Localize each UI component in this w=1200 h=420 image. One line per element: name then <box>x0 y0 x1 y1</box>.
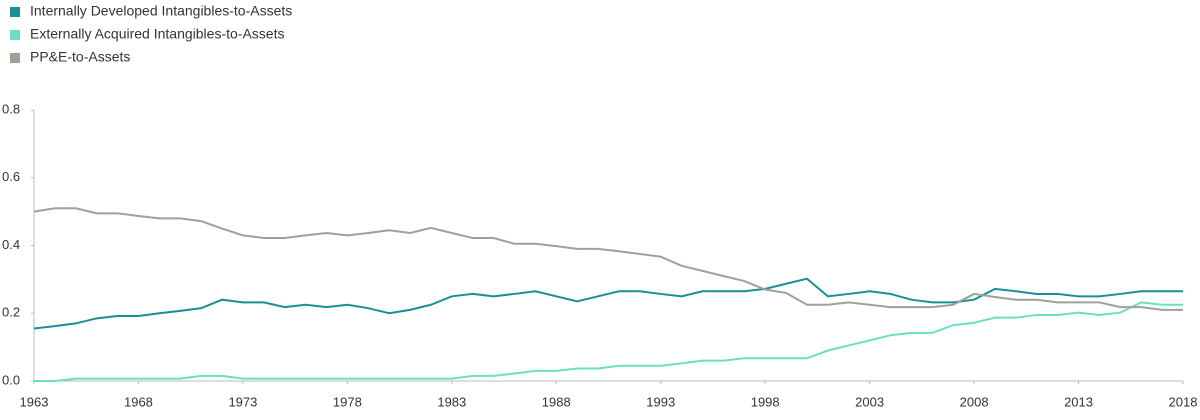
series-line <box>34 301 1183 382</box>
series-line <box>33 277 1183 330</box>
series-line <box>33 207 1183 311</box>
x-tick-label: 1988 <box>542 394 571 409</box>
legend-swatch <box>10 53 20 63</box>
x-tick-label: 1983 <box>437 394 466 409</box>
x-tick-label: 2013 <box>1064 394 1093 409</box>
x-tick-label: 1998 <box>751 394 780 409</box>
y-tick-label: 0.4 <box>2 237 20 252</box>
y-tick-label: 0.6 <box>2 169 20 184</box>
x-tick-label: 2008 <box>960 394 989 409</box>
legend-label: Externally Acquired Intangibles-to-Asset… <box>30 26 284 42</box>
x-tick-label: 1963 <box>20 394 49 409</box>
x-tick-label: 2003 <box>855 394 884 409</box>
y-tick-label: 0.0 <box>2 372 20 387</box>
y-tick-label: 0.2 <box>2 305 20 320</box>
x-tick-label: 1968 <box>124 394 153 409</box>
x-tick-label: 2018 <box>1169 394 1198 409</box>
y-tick-label: 0.8 <box>2 101 20 116</box>
legend-label: PP&E-to-Assets <box>30 49 130 65</box>
x-tick-label: 1993 <box>646 394 675 409</box>
x-tick-label: 1978 <box>333 394 362 409</box>
legend-label: Internally Developed Intangibles-to-Asse… <box>30 3 292 19</box>
legend-swatch <box>10 30 20 40</box>
x-tick-label: 1973 <box>228 394 257 409</box>
legend-swatch <box>10 7 20 17</box>
